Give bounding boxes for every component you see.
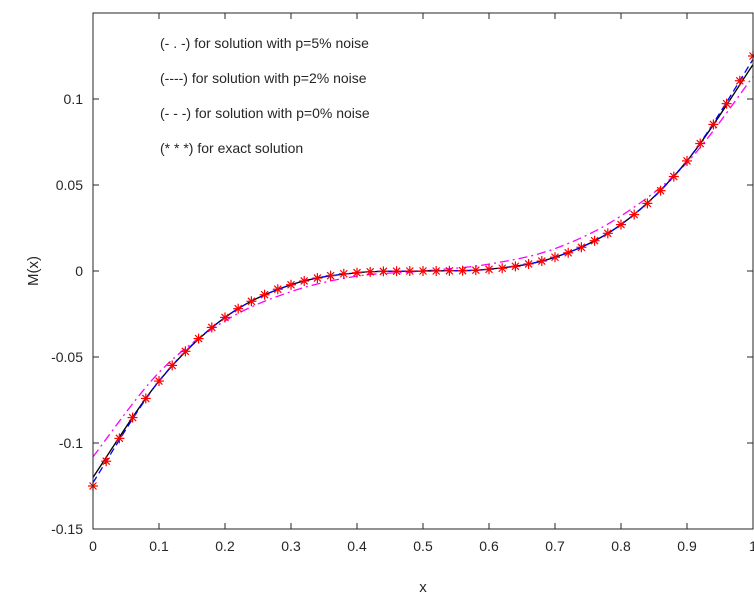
x-tick-label: 0.8 bbox=[611, 538, 631, 554]
exact-solution-point bbox=[259, 289, 270, 300]
x-tick-label: 0 bbox=[89, 538, 97, 554]
x-tick-label: 0.2 bbox=[215, 538, 235, 554]
exact-solution-point bbox=[220, 312, 230, 323]
y-axis-label: M(x) bbox=[25, 256, 42, 286]
x-axis-label: x bbox=[419, 579, 427, 596]
exact-solution-point bbox=[497, 263, 508, 274]
exact-solution-point bbox=[457, 265, 468, 276]
x-tick-label: 0.7 bbox=[545, 538, 565, 554]
exact-solution-point bbox=[312, 273, 323, 284]
exact-solution-point bbox=[101, 456, 112, 467]
exact-solution-point bbox=[154, 376, 164, 387]
x-tick-label: 0.3 bbox=[281, 538, 301, 554]
exact-solution-point bbox=[378, 266, 389, 277]
series-line-5pct-noise bbox=[92, 76, 754, 458]
exact-solution-point bbox=[404, 266, 415, 276]
y-tick-label: 0 bbox=[75, 263, 83, 279]
exact-solution-point bbox=[602, 228, 613, 239]
x-tick-label: 1 bbox=[749, 538, 754, 554]
exact-solution-point bbox=[589, 235, 600, 246]
exact-solution-point bbox=[325, 270, 336, 281]
x-tick-label: 0.1 bbox=[149, 538, 169, 554]
exact-solution-point bbox=[431, 266, 442, 276]
annotation-text-2pct: (----) for solution with p=2% noise bbox=[160, 70, 367, 86]
exact-solution-point bbox=[629, 209, 640, 220]
exact-solution-point bbox=[682, 155, 692, 166]
exact-solution-point bbox=[352, 267, 362, 278]
exact-solution-point bbox=[536, 256, 547, 267]
exact-solution-point bbox=[616, 219, 626, 230]
exact-solution-point bbox=[523, 258, 534, 269]
exact-solution-point bbox=[180, 346, 191, 357]
exact-solution-point bbox=[655, 185, 666, 196]
legend-annotations: (- . -) for solution with p=5% noise (--… bbox=[160, 35, 370, 156]
y-tick-label: -0.1 bbox=[59, 435, 83, 451]
exact-solution-point bbox=[708, 119, 719, 130]
ticks-layer: 0 0.1 0.2 0.3 0.4 0.5 0.6 0.7 0.8 0.9 1 -0.15 -0.1 -0… bbox=[51, 13, 754, 554]
exact-solution-point bbox=[418, 266, 428, 276]
exact-solution-point bbox=[233, 303, 244, 314]
exact-solution-point bbox=[563, 247, 574, 258]
exact-solution-point bbox=[721, 98, 732, 109]
annotation-text-exact: (* * *) for exact solution bbox=[160, 140, 303, 156]
exact-solution-point bbox=[338, 268, 349, 279]
x-tick-label: 0.6 bbox=[479, 538, 499, 554]
exact-solution-point bbox=[576, 242, 587, 253]
exact-solution-point bbox=[167, 360, 178, 371]
x-tick-label: 0.9 bbox=[677, 538, 697, 554]
exact-solution-point bbox=[299, 275, 310, 286]
exact-solution-point bbox=[272, 284, 283, 295]
series-layer bbox=[88, 51, 754, 491]
exact-solution-point bbox=[550, 252, 560, 263]
exact-solution-point bbox=[695, 138, 706, 149]
exact-solution-point bbox=[193, 333, 204, 344]
exact-solution-point bbox=[365, 266, 376, 277]
exact-solution-point bbox=[391, 266, 402, 277]
exact-solution-point bbox=[127, 412, 138, 423]
exact-solution-point bbox=[114, 433, 125, 444]
exact-solution-point bbox=[286, 279, 296, 290]
y-tick-label: 0.1 bbox=[64, 91, 84, 107]
exact-solution-point bbox=[140, 393, 151, 404]
annotation-text-0pct: (- - -) for solution with p=0% noise bbox=[160, 105, 370, 121]
exact-solution-point bbox=[206, 322, 217, 333]
y-tick-label: -0.05 bbox=[51, 349, 83, 365]
x-tick-label: 0.5 bbox=[413, 538, 433, 554]
exact-solution-point bbox=[444, 265, 455, 276]
exact-solution-point bbox=[642, 198, 653, 209]
y-tick-label: 0.05 bbox=[56, 177, 83, 193]
exact-solution-point bbox=[734, 75, 745, 86]
exact-solution-point bbox=[484, 264, 494, 275]
y-tick-label: -0.15 bbox=[51, 521, 83, 537]
x-tick-label: 0.4 bbox=[347, 538, 367, 554]
exact-solution-point bbox=[510, 261, 521, 272]
exact-solution-point bbox=[668, 171, 679, 182]
exact-solution-point bbox=[470, 265, 481, 276]
annotation-text-5pct: (- . -) for solution with p=5% noise bbox=[160, 35, 369, 51]
exact-solution-point bbox=[246, 296, 257, 307]
